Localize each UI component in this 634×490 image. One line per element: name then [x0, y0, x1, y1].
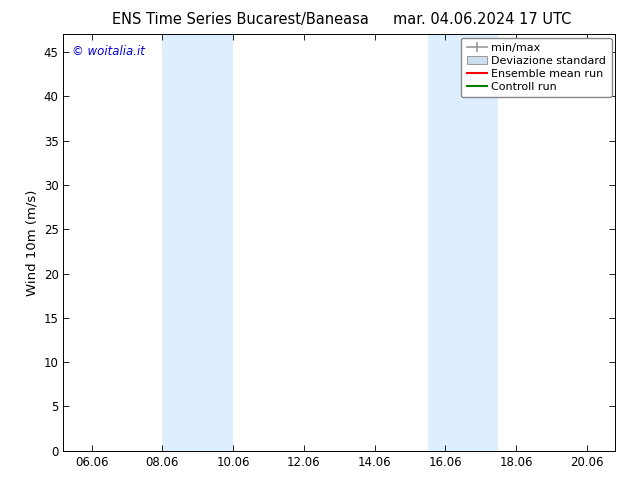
- Text: ENS Time Series Bucarest/Baneasa: ENS Time Series Bucarest/Baneasa: [112, 12, 370, 27]
- Bar: [162, 34, 233, 451]
- Legend: min/max, Deviazione standard, Ensemble mean run, Controll run: min/max, Deviazione standard, Ensemble m…: [461, 38, 612, 97]
- Text: mar. 04.06.2024 17 UTC: mar. 04.06.2024 17 UTC: [392, 12, 571, 27]
- Text: © woitalia.it: © woitalia.it: [72, 45, 145, 58]
- Bar: [427, 34, 498, 451]
- Y-axis label: Wind 10m (m/s): Wind 10m (m/s): [25, 189, 38, 296]
